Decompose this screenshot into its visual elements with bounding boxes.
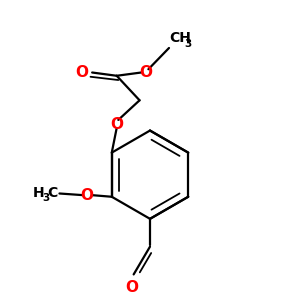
Text: O: O [81, 188, 94, 202]
Text: O: O [125, 280, 139, 295]
Text: O: O [75, 65, 88, 80]
Text: 3: 3 [184, 39, 191, 49]
Text: 3: 3 [42, 193, 50, 203]
Text: O: O [110, 117, 123, 132]
Text: H: H [33, 187, 45, 200]
Text: O: O [139, 65, 152, 80]
Text: CH: CH [169, 31, 191, 45]
Text: C: C [48, 187, 58, 200]
